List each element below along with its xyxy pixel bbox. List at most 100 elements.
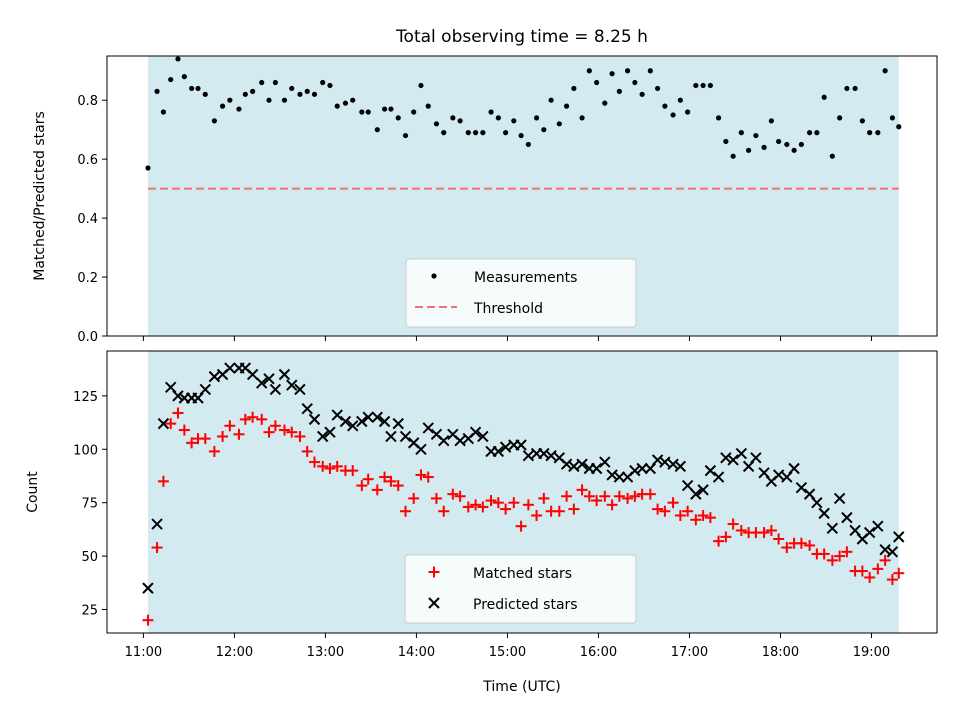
predicted-star-point <box>477 430 489 443</box>
y-tick-label: 125 <box>73 390 98 405</box>
predicted-star-point <box>833 492 846 505</box>
matched-star-point <box>379 471 391 483</box>
predicted-star-point <box>872 520 884 532</box>
matched-star-point <box>477 501 489 513</box>
matched-star-point <box>400 505 412 517</box>
predicted-star-point <box>568 460 580 473</box>
top-legend: Measurements Threshold <box>405 258 637 328</box>
predicted-star-point <box>674 460 687 473</box>
legend-label-matched: Matched stars <box>473 566 572 582</box>
measurement-point <box>647 68 653 74</box>
predicted-star-point <box>879 543 891 556</box>
legend-label-measurements: Measurements <box>474 270 577 286</box>
measurement-point <box>806 130 813 136</box>
predicted-star-point <box>224 362 236 374</box>
matched-star-point <box>178 424 190 436</box>
measurement-point <box>670 112 676 118</box>
predicted-star-point <box>278 368 291 381</box>
measurement-point <box>579 115 585 121</box>
matched-star-point <box>758 527 770 539</box>
matched-star-point <box>599 490 611 502</box>
predicted-star-point <box>308 413 321 426</box>
predicted-star-point <box>142 582 154 594</box>
measurement-point <box>227 97 233 103</box>
measurement-point <box>202 91 208 97</box>
measurement-point <box>236 106 242 112</box>
measurement-point <box>160 109 167 115</box>
matched-star-point <box>893 567 905 579</box>
measurement-point <box>518 132 524 139</box>
matched-star-point <box>765 524 777 536</box>
predicted-star-point <box>263 373 275 385</box>
measurement-point <box>533 115 540 121</box>
measurement-point <box>882 68 888 74</box>
matched-star-point <box>804 539 816 551</box>
predicted-star-point <box>651 454 664 466</box>
measurement-point <box>320 79 326 86</box>
matched-star-point <box>879 554 891 566</box>
measurement-point <box>418 82 424 89</box>
matched-star-point <box>522 499 534 511</box>
measurement-point <box>154 88 160 94</box>
matched-star-point <box>430 492 442 504</box>
measurement-point <box>365 109 371 115</box>
predicted-star-point <box>151 518 163 530</box>
measurement-point <box>304 88 310 94</box>
predicted-star-point <box>818 507 830 520</box>
matched-star-point <box>576 484 588 496</box>
predicted-star-point <box>399 430 412 443</box>
predicted-star-point <box>659 456 671 468</box>
measurement-point <box>457 118 463 124</box>
matched-star-point <box>682 505 694 517</box>
measurement-point <box>327 82 333 89</box>
measurement-point <box>480 130 486 136</box>
legend-marker-predicted <box>428 597 440 609</box>
measurement-point <box>495 115 501 121</box>
y-tick-label: 0.8 <box>77 94 98 109</box>
measurement-point <box>655 85 661 92</box>
measurement-point <box>189 85 195 92</box>
predicted-star-point <box>208 370 221 383</box>
predicted-star-point <box>515 439 527 451</box>
matched-star-point <box>247 411 259 423</box>
measurement-point <box>350 97 356 103</box>
predicted-star-point <box>316 430 329 443</box>
matched-star-point <box>834 550 846 562</box>
measurement-point <box>145 165 151 171</box>
legend-plus-marker <box>428 566 440 578</box>
matched-star-point <box>864 571 876 583</box>
measurement-point <box>334 103 340 109</box>
predicted-star-point <box>172 390 184 402</box>
measurement-point <box>181 74 187 80</box>
measurement-point <box>685 109 691 115</box>
matched-star-point <box>331 460 343 472</box>
chart-title: Total observing time = 8.25 h <box>395 27 648 47</box>
measurement-point <box>488 109 494 115</box>
measurement-point <box>266 97 272 103</box>
measurement-point <box>525 141 531 148</box>
matched-star-point <box>269 420 281 432</box>
matched-star-point <box>735 524 747 536</box>
matched-star-point <box>422 471 434 483</box>
matched-star-point <box>652 503 664 515</box>
x-tick-label: 15:00 <box>489 645 526 660</box>
measurement-point <box>259 79 265 86</box>
measurement-point <box>852 85 858 92</box>
matched-star-point <box>674 510 686 521</box>
matched-star-point <box>286 426 298 438</box>
measurement-point <box>472 130 479 136</box>
matched-star-point <box>531 510 543 521</box>
matched-star-point <box>720 531 732 543</box>
predicted-star-point <box>599 456 611 468</box>
measurement-point <box>609 71 615 77</box>
matched-star-point <box>485 495 497 507</box>
measurement-point <box>738 130 744 136</box>
predicted-star-point <box>415 443 427 455</box>
predicted-star-point <box>157 417 170 430</box>
matched-star-point <box>151 542 163 554</box>
predicted-star-point <box>629 464 641 477</box>
measurement-point <box>677 97 683 103</box>
measurement-point <box>374 127 380 133</box>
matched-star-point <box>704 512 716 524</box>
measurement-point <box>541 127 547 133</box>
